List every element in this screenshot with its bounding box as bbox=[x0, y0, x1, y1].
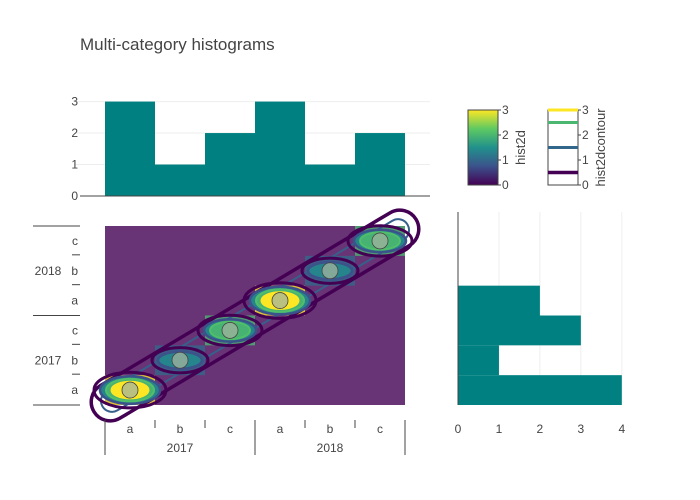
x-tick-label-3: a bbox=[277, 422, 284, 436]
top-bar-2 bbox=[205, 133, 255, 196]
y-group-label-1: 2018 bbox=[35, 264, 62, 278]
scatter-point-2 bbox=[221, 322, 239, 339]
colorbar-contour-tick-3: 3 bbox=[582, 103, 589, 117]
right-bar-3 bbox=[458, 285, 540, 316]
colorbar-hist2d-tick-0: 0 bbox=[502, 178, 509, 192]
x-group-label-0: 2017 bbox=[167, 441, 194, 455]
right-x-tick-1: 1 bbox=[496, 422, 503, 436]
colorbar-hist2d-tick-3: 3 bbox=[502, 103, 509, 117]
scatter-point-4 bbox=[321, 262, 339, 280]
y-tick-label-1: b bbox=[71, 353, 78, 367]
scatter-point-0 bbox=[121, 381, 139, 399]
top-bar-5 bbox=[355, 133, 405, 196]
colorbar-contour-tick-1: 1 bbox=[582, 153, 589, 167]
x-tick-label-0: a bbox=[127, 422, 134, 436]
contour-ring-outer-4 bbox=[300, 256, 360, 285]
x-tick-label-5: c bbox=[377, 422, 383, 436]
top-y-tick-1: 1 bbox=[71, 158, 78, 172]
top-bar-0 bbox=[105, 101, 155, 196]
y-tick-label-3: a bbox=[71, 294, 78, 308]
chart-title: Multi-category histograms bbox=[80, 35, 275, 54]
y-tick-label-5: c bbox=[72, 234, 78, 248]
right-x-tick-0: 0 bbox=[455, 422, 462, 436]
colorbar-hist2dcontour-title: hist2dcontour bbox=[593, 108, 608, 187]
x-tick-label-2: c bbox=[227, 422, 233, 436]
colorbar-contour-tick-2: 2 bbox=[582, 128, 589, 142]
contour-ring-outer-1 bbox=[150, 346, 210, 375]
right-x-tick-2: 2 bbox=[537, 422, 544, 436]
x-group-label-1: 2018 bbox=[317, 441, 344, 455]
top-bar-3 bbox=[255, 101, 305, 196]
contour-ring-outer-0 bbox=[92, 370, 168, 410]
top-histogram: 0 1 2 3 bbox=[71, 95, 430, 203]
colorbar-hist2d bbox=[467, 109, 499, 186]
contour-ring-outer-5 bbox=[346, 224, 414, 258]
colorbars: 0 1 2 3 hist2d 0 1 2 3 hist2dcontour bbox=[467, 103, 608, 192]
top-bar-1 bbox=[155, 164, 205, 196]
colorbar-contour-tick-0: 0 bbox=[582, 178, 589, 192]
colorbar-hist2d-tick-2: 2 bbox=[502, 128, 509, 142]
hist2d-panel: a b c a b c 2017 2018 a b c a b c 2017 2018 bbox=[33, 208, 421, 455]
y-tick-label-0: a bbox=[71, 383, 78, 397]
y-group-label-0: 2017 bbox=[35, 353, 62, 367]
y-tick-label-2: c bbox=[72, 323, 78, 337]
x-tick-label-4: b bbox=[327, 422, 334, 436]
colorbar-hist2d-title: hist2d bbox=[513, 130, 528, 165]
scatter-point-3 bbox=[271, 292, 289, 309]
scatter-point-1 bbox=[171, 351, 189, 369]
right-x-tick-4: 4 bbox=[618, 422, 625, 436]
right-bar-1 bbox=[458, 345, 499, 376]
scatter-point-5 bbox=[371, 232, 389, 250]
top-bar-4 bbox=[305, 164, 355, 196]
colorbar-hist2d-tick-1: 1 bbox=[502, 153, 509, 167]
y-tick-label-4: b bbox=[71, 264, 78, 278]
contour-ring-outer-3 bbox=[242, 281, 318, 320]
contour-ring-outer-2 bbox=[196, 313, 264, 348]
right-x-tick-3: 3 bbox=[578, 422, 585, 436]
top-y-tick-0: 0 bbox=[71, 189, 78, 203]
right-bar-2 bbox=[458, 315, 581, 346]
top-y-tick-2: 2 bbox=[71, 126, 78, 140]
x-tick-label-1: b bbox=[177, 422, 184, 436]
right-bar-0 bbox=[458, 375, 622, 405]
right-histogram: 0 1 2 3 4 bbox=[455, 212, 625, 436]
top-y-tick-3: 3 bbox=[71, 95, 78, 109]
